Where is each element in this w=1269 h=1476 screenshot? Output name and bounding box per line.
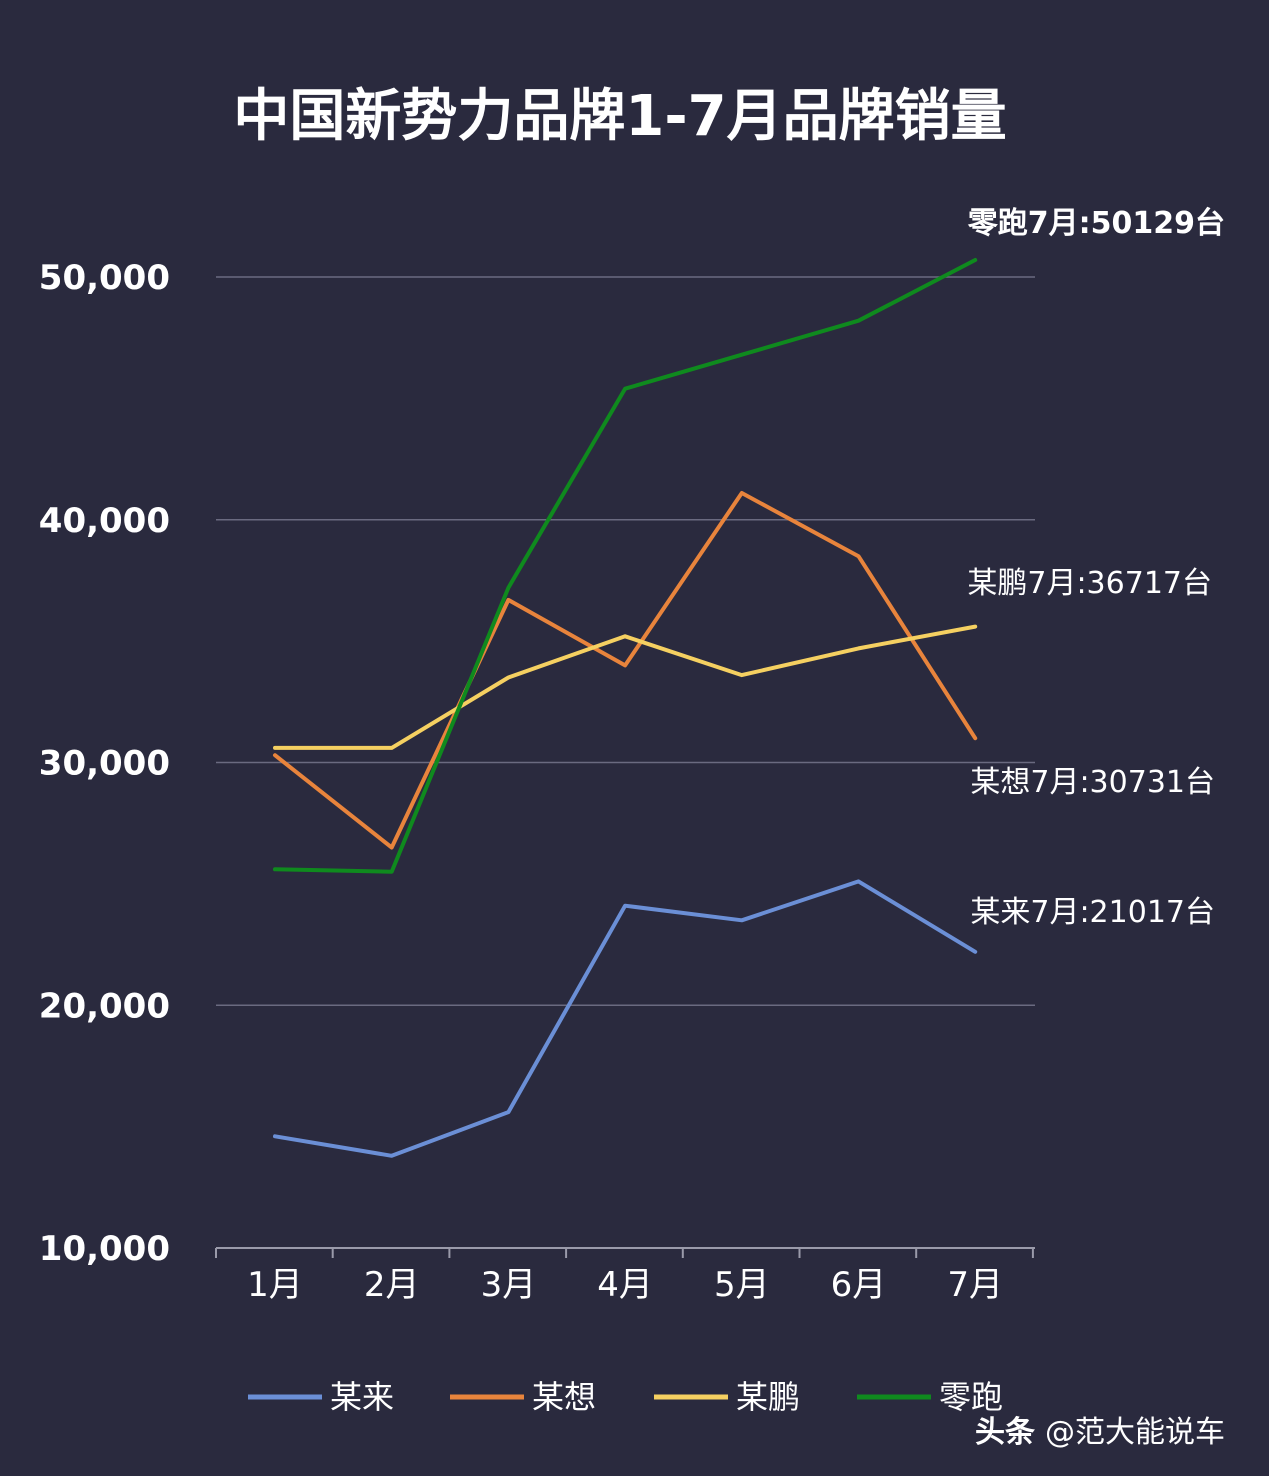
y-tick-label: 50,000: [39, 258, 170, 298]
legend-label-3: 零跑: [939, 1378, 1003, 1416]
chart-title: 中国新势力品牌1-7月品牌销量: [233, 84, 1006, 149]
watermark: 头条 @范大能说车: [975, 1415, 1225, 1450]
series-lines: [273, 258, 978, 1158]
watermark-author: @范大能说车: [1045, 1415, 1225, 1450]
series-line-1: [273, 491, 978, 850]
legend: 某来 某想 某鹏 零跑: [248, 1378, 1003, 1416]
annotation-mouxiang: 某想7月:30731台: [970, 765, 1215, 800]
series-line-0: [273, 879, 978, 1158]
series-line-3: [273, 258, 978, 874]
legend-label-1: 某想: [532, 1378, 596, 1416]
series-line-2: [273, 624, 978, 750]
watermark-platform: 头条: [975, 1415, 1035, 1450]
x-tick-label: 1月: [247, 1265, 303, 1305]
gridlines: [216, 276, 1035, 1006]
x-tick-label: 7月: [947, 1265, 1003, 1305]
y-tick-label: 10,000: [39, 1229, 170, 1269]
x-tick-label: 6月: [831, 1265, 887, 1305]
annotation-lingpao: 零跑7月:50129台: [968, 206, 1225, 241]
y-tick-label: 30,000: [39, 744, 170, 784]
x-axis: 1月 2月 3月 4月 5月 6月 7月: [215, 1247, 1035, 1305]
legend-label-0: 某来: [330, 1378, 394, 1416]
y-tick-label: 40,000: [39, 501, 170, 541]
x-tick-label: 5月: [714, 1265, 770, 1305]
annotation-moupeng: 某鹏7月:36717台: [967, 566, 1212, 601]
y-tick-label: 20,000: [39, 986, 170, 1026]
annotation-moulai: 某来7月:21017台: [970, 895, 1215, 930]
legend-label-2: 某鹏: [736, 1378, 800, 1416]
annotations: 零跑7月:50129台 某鹏7月:36717台 某想7月:30731台 某来7月…: [967, 206, 1225, 930]
y-axis: 10,000 20,000 30,000 40,000 50,000: [39, 258, 170, 1269]
x-tick-label: 4月: [597, 1265, 653, 1305]
x-tick-label: 3月: [481, 1265, 537, 1305]
x-tick-label: 2月: [364, 1265, 420, 1305]
